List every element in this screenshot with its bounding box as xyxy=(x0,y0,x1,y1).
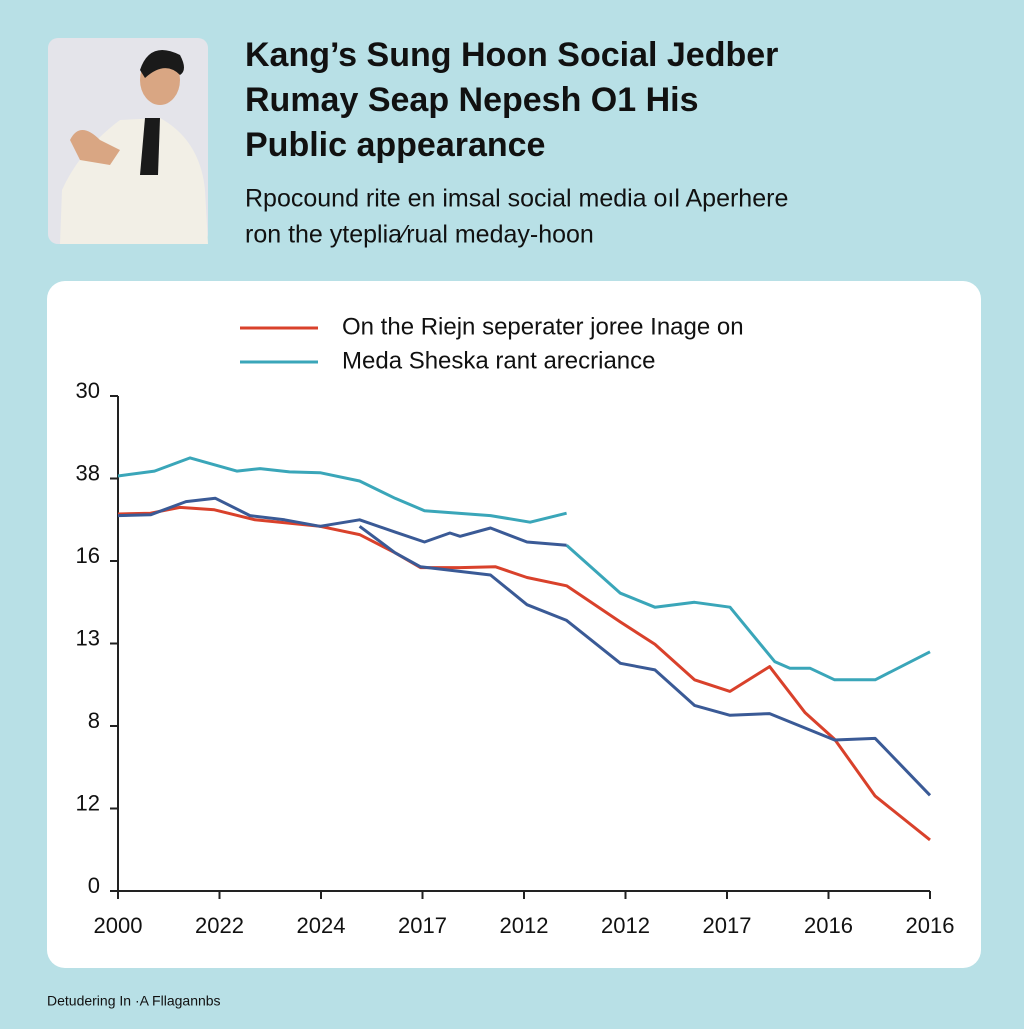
subtitle-line: Rpocound rite en imsal social media oıl … xyxy=(245,185,788,213)
x-tick-label: 2012 xyxy=(500,913,549,938)
title-line: Rumay Seap Nepesh O1 His xyxy=(245,81,699,119)
photo xyxy=(48,38,208,244)
series-line xyxy=(358,525,932,797)
y-tick-label: 16 xyxy=(76,543,100,568)
title-line: Kang’s Sung Hoon Social Jedber xyxy=(245,36,778,74)
subtitle: Rpocound rite en imsal social media oıl … xyxy=(245,185,788,249)
x-tick-label: 2012 xyxy=(601,913,650,938)
series-line xyxy=(117,505,931,842)
x-tick-label: 2000 xyxy=(94,913,143,938)
series-line xyxy=(117,496,567,547)
x-tick-label: 2017 xyxy=(703,913,752,938)
title-line: Public appearance xyxy=(245,126,545,164)
subtitle-line: ron the yteplia⁄rual meday-hoon xyxy=(245,221,594,249)
footer: Detudering In ·A Fllagannbs xyxy=(47,993,221,1009)
y-tick-label: 38 xyxy=(76,460,100,485)
x-tick-label: 2024 xyxy=(297,913,346,938)
y-tick-label: 8 xyxy=(88,708,100,733)
x-tick-label: 2016 xyxy=(804,913,853,938)
x-tick-label: 2016 xyxy=(906,913,955,938)
title: Kang’s Sung Hoon Social Jedber Rumay Sea… xyxy=(245,36,778,164)
plot: 0 12 8 13 16 38 30 2000 2022 2024 2017 2012 2012 2017… xyxy=(76,313,955,937)
y-tick-label: 12 xyxy=(76,790,100,815)
y-tick-label: 0 xyxy=(88,873,100,898)
legend-label: On the Riejn seperater joree Inage on xyxy=(342,313,744,340)
x-tick-label: 2022 xyxy=(195,913,244,938)
chart-card xyxy=(47,281,981,968)
y-tick-label: 13 xyxy=(76,625,100,650)
legend-label: Meda Sheska rant arecriance xyxy=(342,347,656,374)
y-tick-label: 30 xyxy=(76,378,100,403)
series-line xyxy=(117,456,931,682)
x-tick-label: 2017 xyxy=(398,913,447,938)
